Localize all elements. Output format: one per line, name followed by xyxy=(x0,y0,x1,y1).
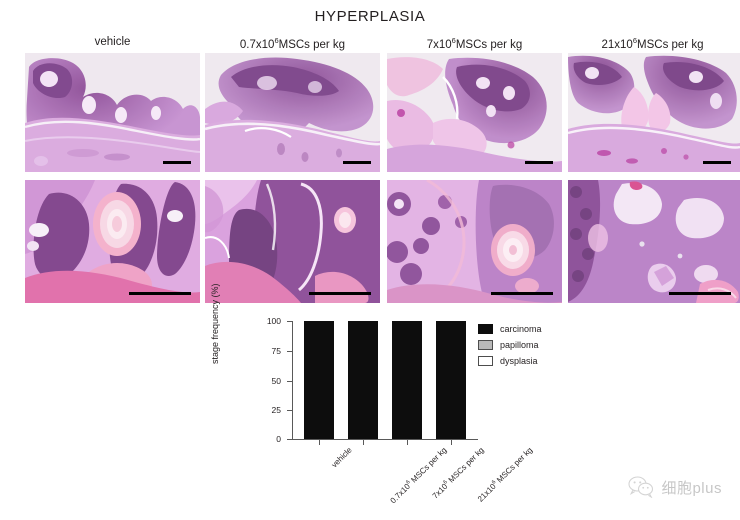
legend-label: papilloma xyxy=(500,340,539,350)
scale-bar xyxy=(491,292,553,295)
column-header-text: 7x10 xyxy=(426,38,452,51)
scale-bar xyxy=(703,161,731,164)
y-tick: 50 xyxy=(272,376,292,386)
micrograph-panel xyxy=(205,180,380,303)
column-header-tail: MSCs per kg xyxy=(637,38,704,51)
plot-area: 0 25 50 75 100 xyxy=(267,316,534,505)
legend-item-papilloma[interactable]: papilloma xyxy=(478,338,588,352)
column-header-text: 0.7x10 xyxy=(239,38,275,51)
y-tick: 25 xyxy=(272,405,292,415)
scale-bar xyxy=(129,292,191,295)
x-label-tail: MSCs per kg xyxy=(445,445,486,487)
column-header-exponent: 6 xyxy=(632,36,638,45)
scale-bar xyxy=(669,292,731,295)
column-header-tail: MSCs per kg xyxy=(455,38,523,51)
histology-image xyxy=(205,53,380,172)
scale-bar xyxy=(343,161,371,164)
micrograph-panel xyxy=(205,53,380,172)
y-tick-label: 50 xyxy=(271,376,281,386)
bar-segment-carcinoma xyxy=(304,321,334,439)
figure-title: HYPERPLASIA xyxy=(314,8,426,25)
x-tick xyxy=(451,440,453,445)
column-header-vehicle: vehicle xyxy=(25,36,200,52)
y-tick: 100 xyxy=(267,316,292,326)
histology-image xyxy=(387,180,562,303)
y-tick-label: 100 xyxy=(266,316,281,326)
column-header-dose-0.7: 0.7x106MSCs per kg xyxy=(205,36,380,52)
column-header-exponent: 6 xyxy=(451,36,456,45)
micrograph-panel xyxy=(387,53,562,172)
micrograph-panel xyxy=(387,180,562,303)
chart-legend: carcinoma papilloma dysplasia xyxy=(478,322,588,370)
column-header-text: vehicle xyxy=(94,36,131,48)
scale-bar xyxy=(525,161,553,164)
bar-segment-carcinoma xyxy=(348,321,378,439)
legend-item-dysplasia[interactable]: dysplasia xyxy=(478,354,588,368)
x-axis-line xyxy=(292,438,478,440)
histology-image xyxy=(25,180,200,303)
legend-label: dysplasia xyxy=(500,356,538,366)
legend-item-carcinoma[interactable]: carcinoma xyxy=(478,322,588,336)
scale-bar xyxy=(163,161,191,164)
micrograph-panel xyxy=(25,53,200,172)
legend-swatch-icon xyxy=(478,340,493,350)
micrograph-panel xyxy=(568,53,740,172)
y-axis-line xyxy=(292,321,294,440)
bar-column[interactable] xyxy=(436,321,466,439)
y-tick-label: 75 xyxy=(271,346,281,356)
x-tick-label: vehicle xyxy=(329,445,354,470)
column-header-exponent: 6 xyxy=(274,36,279,45)
histology-image xyxy=(25,53,200,172)
column-header-tail: MSCs per kg xyxy=(278,38,346,51)
histology-image xyxy=(568,180,740,303)
stage-frequency-chart: stage frequency (%) 0 25 50 75 100 xyxy=(210,283,578,512)
y-tick-label: 0 xyxy=(276,434,281,444)
watermark: 细胞plus xyxy=(628,476,722,498)
y-tick-label: 25 xyxy=(271,405,281,415)
column-header-dose-7: 7x106MSCs per kg xyxy=(387,36,562,52)
histology-image xyxy=(387,53,562,172)
y-axis-label: stage frequency (%) xyxy=(210,283,220,364)
bar-segment-carcinoma xyxy=(436,321,466,439)
micrograph-panel xyxy=(25,180,200,303)
bar-segment-carcinoma xyxy=(392,321,422,439)
x-tick xyxy=(319,440,321,445)
histology-image xyxy=(205,180,380,303)
histology-image xyxy=(568,53,740,172)
x-tick xyxy=(407,440,409,445)
bar-column[interactable] xyxy=(392,321,422,439)
x-label-tail: MSCs per kg xyxy=(493,445,535,487)
y-tick: 0 xyxy=(276,434,292,444)
column-header-dose-21: 21x106MSCs per kg xyxy=(565,36,740,52)
micrograph-panel xyxy=(568,180,740,303)
legend-label: carcinoma xyxy=(500,324,542,334)
y-tick: 75 xyxy=(272,346,292,356)
wechat-icon xyxy=(628,476,654,498)
x-tick-label: 21x106 MSCs per kg xyxy=(475,445,535,503)
watermark-text: 细胞plus xyxy=(661,479,722,497)
bar-column[interactable] xyxy=(348,321,378,439)
legend-swatch-icon xyxy=(478,324,493,334)
scale-bar xyxy=(309,292,371,295)
legend-swatch-icon xyxy=(478,356,493,366)
x-tick xyxy=(363,440,365,445)
x-label-main: vehicle xyxy=(329,445,354,470)
column-header-text: 21x10 xyxy=(601,38,633,51)
bar-column[interactable] xyxy=(304,321,334,439)
